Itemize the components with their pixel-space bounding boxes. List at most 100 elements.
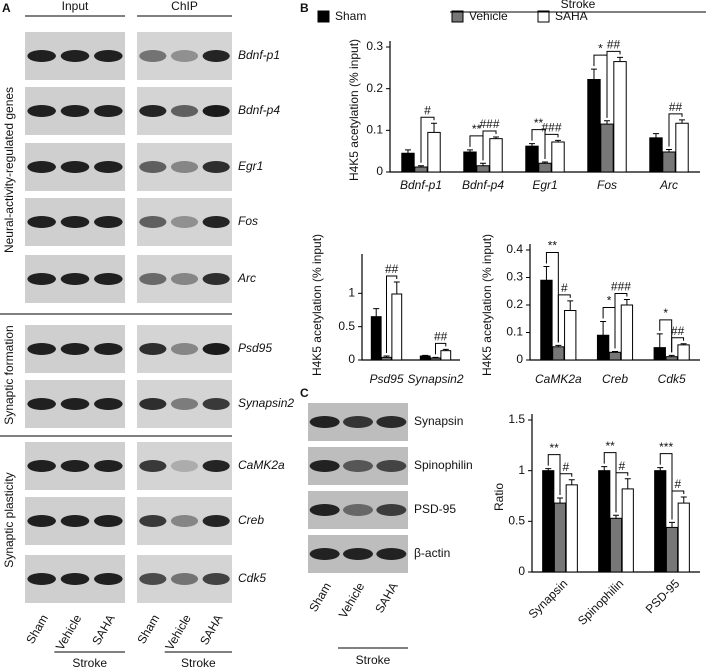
bar	[542, 470, 555, 573]
gel-band	[27, 105, 56, 117]
significance-bracket	[668, 113, 683, 147]
bar	[665, 526, 679, 573]
protein-label: Spinophilin	[414, 458, 473, 472]
significance-label: #	[619, 459, 626, 473]
bar	[525, 145, 539, 173]
bar	[553, 502, 567, 573]
significance-label: ##	[434, 330, 448, 344]
gel-band	[27, 343, 56, 355]
gel-band	[202, 515, 230, 527]
bar	[401, 152, 415, 173]
x-tick-label: Arc	[659, 178, 678, 192]
significance-bracket	[557, 294, 571, 343]
gene-label: Bdnf-p4	[238, 103, 280, 117]
blot-band	[343, 416, 373, 428]
gel-band	[139, 50, 167, 62]
y-axis-label: Ratio	[492, 483, 506, 511]
lane-label: Vehicle	[162, 612, 194, 653]
y-tick-label: 0	[376, 164, 383, 178]
gene-label: Egr1	[238, 159, 263, 173]
error-bar	[567, 300, 574, 311]
significance-bracket	[420, 116, 435, 163]
significance-bracket	[671, 337, 685, 353]
y-tick-label: 0.3	[506, 270, 523, 284]
bar	[476, 165, 490, 173]
error-bar	[373, 308, 380, 317]
error-bar	[393, 281, 400, 294]
panel-label: A	[2, 1, 11, 15]
bar	[665, 356, 678, 361]
gel-band	[94, 515, 123, 527]
gel-band	[60, 460, 90, 472]
gel-band	[202, 343, 230, 355]
significance-label: **	[549, 441, 559, 455]
gel-band	[60, 50, 90, 62]
group-label: Synaptic plasticity	[2, 472, 16, 567]
x-tick-label: Cdk5	[658, 372, 686, 386]
gel-band	[139, 515, 167, 527]
significance-bracket	[435, 342, 447, 355]
blot-band	[376, 416, 407, 428]
gel-band	[202, 398, 230, 410]
error-bar	[543, 266, 550, 281]
gel-band	[202, 50, 230, 62]
error-bar	[432, 356, 439, 358]
lane-label: Sham	[23, 612, 51, 646]
lane-group-label: Stroke	[72, 656, 107, 670]
gene-label: CaMK2a	[238, 458, 285, 472]
y-tick-label: 1	[348, 286, 355, 300]
y-axis-label: H4K5 acetylation (% input)	[310, 234, 324, 376]
significance-bracket	[606, 50, 621, 118]
y-tick-label: 0.4	[506, 242, 523, 256]
error-bar	[557, 497, 563, 504]
bar	[653, 347, 666, 361]
bar	[391, 293, 403, 361]
bar	[662, 151, 676, 173]
x-tick-label: Spinophilin	[575, 576, 626, 627]
column-header: ChIP	[171, 0, 198, 13]
lane-label: Vehicle	[336, 580, 368, 621]
error-bar	[555, 344, 562, 347]
gene-label: Arc	[237, 271, 256, 285]
bar	[564, 310, 577, 361]
lane-group-label: Stroke	[356, 653, 391, 667]
gel-band	[202, 216, 230, 228]
legend-swatch	[537, 10, 550, 23]
significance-label: #	[563, 460, 570, 474]
legend-swatch	[451, 10, 464, 23]
error-bar	[404, 149, 411, 154]
y-tick-label: 1	[518, 463, 525, 477]
x-tick-label: Synapsin	[526, 576, 571, 621]
blot-band	[376, 548, 407, 560]
significance-label: *	[607, 294, 612, 308]
panel-label: B	[300, 1, 309, 15]
lane-label: SAHA	[372, 580, 400, 615]
blot-band	[309, 548, 340, 560]
error-bar	[493, 136, 500, 139]
gel-band	[27, 161, 56, 173]
gel-band	[202, 161, 230, 173]
gel-band	[94, 573, 123, 585]
gel-band	[202, 273, 230, 285]
gel-band	[94, 161, 123, 173]
x-tick-label: Fos	[597, 178, 617, 192]
gel-band	[139, 460, 167, 472]
y-tick-label: 0.5	[338, 319, 355, 333]
bar	[463, 151, 477, 173]
gel-band	[27, 460, 56, 472]
error-bar	[431, 122, 438, 133]
error-bar	[668, 354, 675, 357]
gel-band	[170, 216, 199, 228]
error-bar	[568, 479, 575, 485]
gel-band	[139, 216, 167, 228]
blot-band	[343, 548, 373, 560]
error-bar	[613, 514, 619, 519]
bar	[649, 137, 663, 173]
error-bar	[466, 149, 473, 152]
blot-band	[343, 460, 373, 472]
bar	[677, 502, 690, 573]
gel-band	[60, 515, 90, 527]
gel-band	[139, 105, 167, 117]
significance-bracket	[614, 293, 628, 349]
bar	[414, 166, 428, 173]
